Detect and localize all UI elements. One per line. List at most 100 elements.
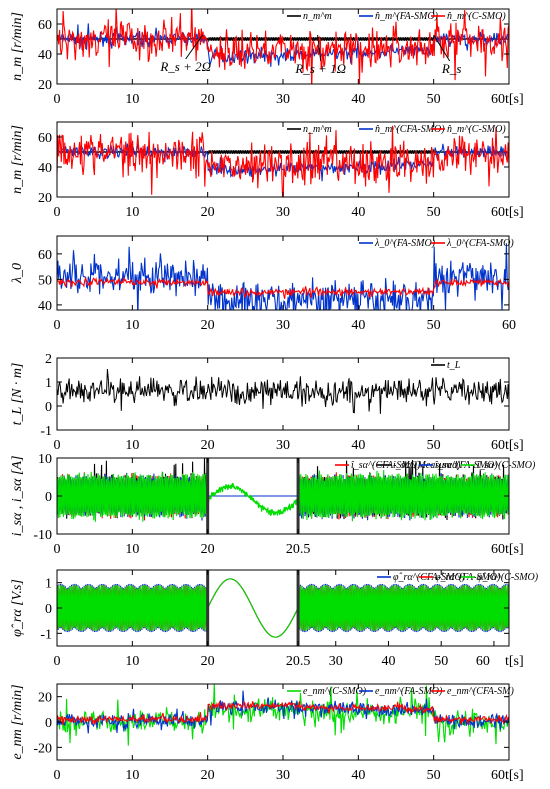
y-tick-label: 40 [38, 48, 52, 63]
y-tick-label: 0 [45, 490, 52, 505]
series-line-3 [57, 700, 509, 726]
plot-area [57, 368, 509, 414]
x-axis-label: t[s] [505, 542, 524, 557]
x-tick-label: 40 [351, 768, 365, 783]
x-tick-label: 10 [125, 768, 139, 783]
x-axis-label: t[s] [505, 654, 524, 669]
x-tick-label: 10 [125, 92, 139, 107]
y-axis-label: i_sα , i_sα [A] [10, 456, 25, 537]
x-tick-label: 60 [491, 92, 505, 107]
x-axis-label: t[s] [505, 92, 524, 107]
x-tick-label: 30 [276, 438, 290, 453]
y-tick-label: 2 [45, 352, 52, 367]
legend-label: e_nm^(CFA-SM) [447, 686, 514, 697]
y-axis-label: n_m [r/min] [10, 125, 25, 194]
x-tick-label: 30 [329, 654, 343, 669]
x-axis-label: t[s] [505, 768, 524, 783]
y-axis-label: λ_0 [10, 263, 25, 284]
y-tick-label: 50 [38, 273, 52, 288]
plot-area [57, 684, 509, 746]
x-tick-label: 40 [381, 654, 395, 669]
legend-label: φ̂_rα^(C-SMO) [477, 572, 539, 583]
legend-label: n̂_m^(C-SMO) [447, 11, 506, 22]
y-axis-label: t_L [N · m] [10, 363, 25, 426]
plot-area [57, 458, 509, 522]
x-tick-label: 50 [427, 438, 441, 453]
x-tick-label: 20 [201, 318, 215, 333]
x-tick-label: 40 [351, 318, 365, 333]
annotation-arrow [185, 34, 204, 60]
x-axis-label: t[s] [505, 205, 524, 220]
y-tick-label: -10 [33, 528, 52, 543]
y-tick-label: 1 [45, 376, 52, 391]
series-line-4 [57, 470, 509, 522]
x-tick-label: 0 [54, 318, 61, 333]
x-tick-label: 30 [276, 318, 290, 333]
y-tick-label: 40 [38, 161, 52, 176]
x-axis-label: t[s] [505, 438, 524, 453]
y-axis-label: n_m [r/min] [10, 12, 25, 81]
legend-label: n̂_m^(C-SMO) [447, 124, 506, 135]
y-tick-label: 0 [45, 716, 52, 731]
x-tick-label: 30 [276, 205, 290, 220]
y-axis-label: φ̂_rα [V.s] [10, 579, 25, 637]
x-tick-label: 40 [351, 438, 365, 453]
series-line-3 [57, 125, 509, 197]
series-line-3 [57, 9, 509, 84]
x-tick-label: 60 [491, 205, 505, 220]
x-tick-label: 30 [276, 92, 290, 107]
x-tick-label: 20 [201, 654, 215, 669]
plot-area [57, 578, 509, 638]
chart-panel-3: 40 50 60 0 10 20 30 40 50 60 λ_0 λ_0^(FA-SMO) λ_0^(C… [10, 235, 516, 333]
x-tick-label: 50 [427, 768, 441, 783]
annotation-arrow [317, 34, 322, 62]
x-tick-label: 60 [491, 438, 505, 453]
annotation-label: R_s [441, 61, 462, 76]
x-tick-label: 20.5 [286, 542, 311, 557]
y-tick-label: 20 [38, 691, 52, 706]
x-tick-label: 0 [54, 542, 61, 557]
x-tick-label: 0 [54, 92, 61, 107]
x-tick-label: 20 [201, 768, 215, 783]
y-tick-label: 0 [45, 602, 52, 617]
x-tick-label: 50 [434, 654, 448, 669]
x-tick-label: 20 [201, 92, 215, 107]
y-tick-label: 60 [38, 18, 52, 33]
x-tick-label: 40 [351, 92, 365, 107]
x-tick-label: 0 [54, 654, 61, 669]
legend-label: e_nm^(C-SMO) [303, 686, 367, 697]
x-tick-label: 20 [201, 542, 215, 557]
legend-label: e_nm^(FA-SMO) [375, 686, 443, 697]
legend-label: n̂_m^(CFA-SMO) [375, 124, 445, 135]
y-tick-label: -1 [40, 627, 52, 642]
x-tick-label: 20 [201, 438, 215, 453]
plot-area [57, 9, 509, 84]
x-tick-label: 60 [502, 318, 516, 333]
legend-label: λ_0^(CFA-SMO) [446, 238, 514, 249]
series-line-1 [57, 368, 509, 414]
legend-label: t_L [447, 360, 461, 371]
x-tick-label: 0 [54, 438, 61, 453]
y-tick-label: 0 [45, 400, 52, 415]
x-tick-label: 50 [427, 318, 441, 333]
x-tick-label: 60 [476, 654, 490, 669]
series-line-1 [57, 243, 509, 310]
x-tick-label: 10 [125, 654, 139, 669]
plot-area [57, 125, 509, 197]
annotation-label: R_s + 1Ω [294, 61, 346, 76]
x-tick-label: 30 [276, 768, 290, 783]
plot-area [57, 243, 509, 310]
annotation-label: R_s + 2Ω [159, 59, 211, 74]
series-line-2 [57, 690, 509, 734]
series-line-2 [57, 276, 509, 299]
y-tick-label: 20 [38, 191, 52, 206]
x-tick-label: 20 [201, 205, 215, 220]
y-tick-label: -20 [33, 741, 52, 756]
y-tick-label: 60 [38, 248, 52, 263]
y-axis-label: e_nm [r/min] [10, 684, 25, 759]
